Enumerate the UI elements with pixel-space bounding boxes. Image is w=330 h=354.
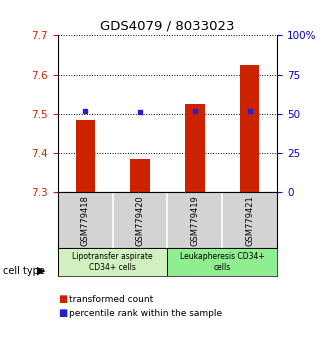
Bar <box>240 65 259 192</box>
Bar <box>168 248 277 276</box>
Text: ▶: ▶ <box>37 266 46 276</box>
Text: percentile rank within the sample: percentile rank within the sample <box>69 309 222 318</box>
Text: cell type: cell type <box>3 266 45 276</box>
Bar <box>185 104 205 192</box>
Text: ■: ■ <box>58 294 67 304</box>
Text: GSM779421: GSM779421 <box>245 195 254 246</box>
Text: transformed count: transformed count <box>69 295 153 304</box>
Text: ■: ■ <box>58 308 67 318</box>
Text: GSM779418: GSM779418 <box>81 195 90 246</box>
Title: GDS4079 / 8033023: GDS4079 / 8033023 <box>100 20 235 33</box>
Bar <box>130 159 149 192</box>
Bar <box>76 120 95 192</box>
Text: Lipotransfer aspirate
CD34+ cells: Lipotransfer aspirate CD34+ cells <box>72 252 153 272</box>
Text: Leukapheresis CD34+
cells: Leukapheresis CD34+ cells <box>180 252 265 272</box>
Bar <box>58 248 168 276</box>
Text: GSM779419: GSM779419 <box>190 195 199 246</box>
Text: GSM779420: GSM779420 <box>136 195 145 246</box>
